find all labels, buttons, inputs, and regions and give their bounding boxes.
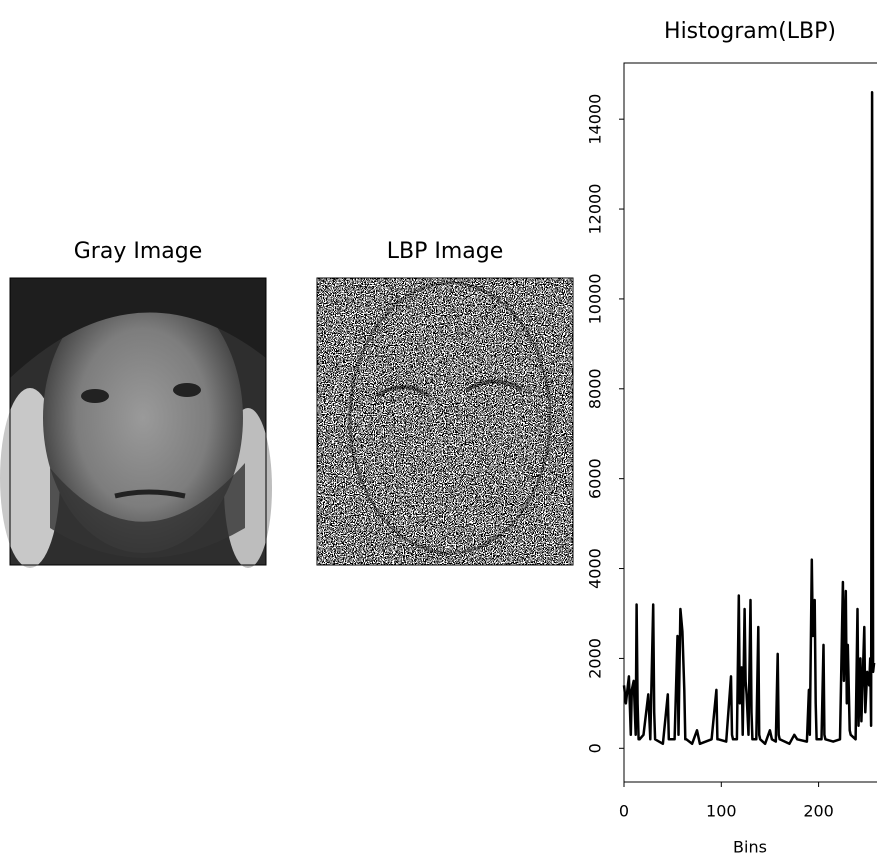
chart-title: Histogram(LBP)	[664, 19, 836, 44]
image	[0, 278, 272, 568]
y-tick-label: 6000	[586, 458, 605, 499]
histogram-line	[622, 90, 876, 746]
hair	[10, 278, 266, 378]
y-tick-label: 14000	[586, 94, 605, 145]
axes-frame	[623, 62, 877, 783]
x-tick-label: 100	[706, 802, 737, 821]
image-noise	[317, 278, 573, 565]
eye	[81, 389, 109, 403]
face	[43, 283, 243, 553]
beard	[50, 463, 245, 558]
y-tick-label: 2000	[586, 638, 605, 679]
y-tick-label: 0	[586, 743, 605, 753]
y-tick-label: 12000	[586, 184, 605, 235]
y-tick-label: 4000	[586, 548, 605, 589]
eye	[173, 383, 201, 397]
image-title: Gray Image	[74, 239, 203, 264]
x-tick-label: 0	[619, 802, 629, 821]
face-outline	[348, 281, 552, 555]
y-tick-label: 10000	[586, 273, 605, 324]
mouth	[114, 489, 186, 499]
y-tick-label: 8000	[586, 368, 605, 409]
x-tick-label: 200	[803, 802, 834, 821]
eye-outline	[375, 379, 524, 398]
x-axis-label: Bins	[733, 838, 767, 857]
image-frame	[9, 277, 267, 566]
image-frame	[316, 277, 574, 566]
image-title: LBP Image	[387, 239, 504, 264]
image	[317, 278, 573, 565]
